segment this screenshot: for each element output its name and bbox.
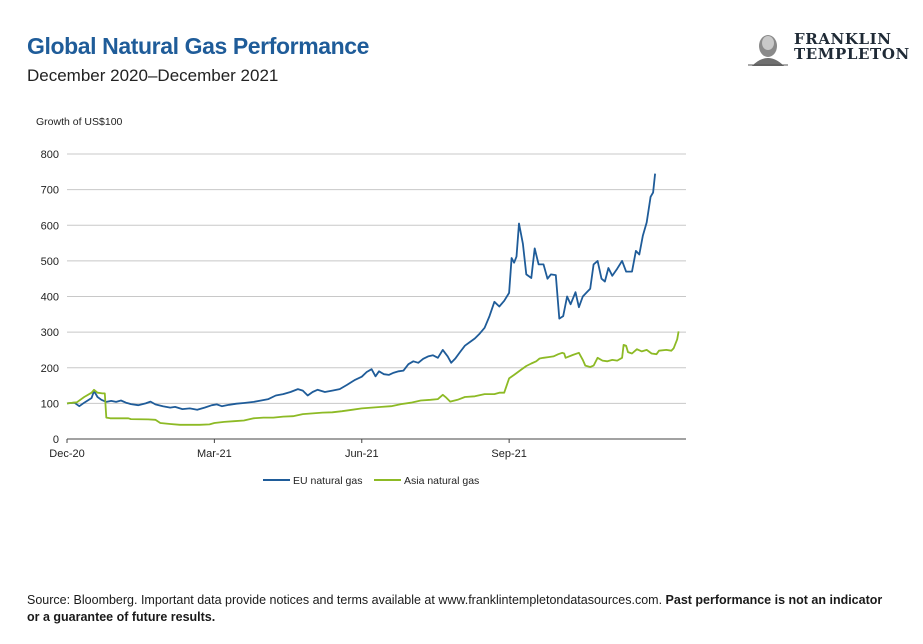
y-tick-label-400: 400 xyxy=(41,292,59,304)
line-chart: Growth of US$100 0 100 200 300 400 500 600 700 80… xyxy=(36,116,686,487)
y-tick-label-800: 800 xyxy=(41,149,59,161)
chart-title: Global Natural Gas Performance xyxy=(27,33,370,59)
legend-label-asia: Asia natural gas xyxy=(404,475,479,487)
y-tick-label-700: 700 xyxy=(41,185,59,197)
logo-line-1: FRANKLIN xyxy=(794,30,892,48)
x-tick-label-jun-21: Jun-21 xyxy=(345,448,379,460)
x-tick-label-dec-20: Dec-20 xyxy=(49,448,84,460)
y-tick-label-300: 300 xyxy=(41,327,59,339)
y-tick-label-500: 500 xyxy=(41,256,59,268)
portrait-logo-icon xyxy=(748,32,788,66)
footer-note: Source: Bloomberg. Important data provid… xyxy=(27,592,897,626)
legend-label-eu: EU natural gas xyxy=(293,475,362,487)
franklin-templeton-logo: FRANKLIN TEMPLETON xyxy=(748,32,913,66)
chart-subtitle: December 2020–December 2021 xyxy=(27,66,279,85)
y-tick-label-0: 0 xyxy=(53,434,59,446)
y-tick-label-200: 200 xyxy=(41,363,59,375)
y-tick-label-600: 600 xyxy=(41,220,59,232)
series-line-asia xyxy=(66,331,680,426)
y-axis-label: Growth of US$100 xyxy=(36,116,123,128)
series-line-eu xyxy=(66,173,656,411)
footer-disclaimer: Past performance is not an indicator or … xyxy=(27,593,883,624)
x-tick-label-sep-21: Sep-21 xyxy=(491,448,526,460)
x-tick-label-mar-21: Mar-21 xyxy=(197,448,232,460)
footer-source: Source: Bloomberg. Important data provid… xyxy=(27,593,663,607)
y-tick-label-100: 100 xyxy=(41,398,59,410)
logo-line-2: TEMPLETON xyxy=(794,45,910,63)
